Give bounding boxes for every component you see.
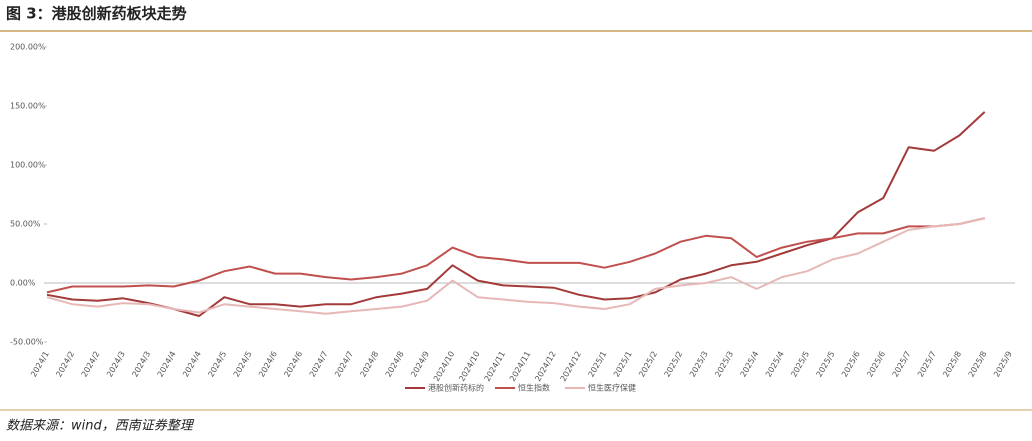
x-tick-label: 2025/6 <box>840 350 862 379</box>
x-tick-label: 2025/4 <box>739 350 761 379</box>
x-tick-label: 2024/8 <box>358 350 380 379</box>
x-tick-label: 2025/1 <box>587 350 609 379</box>
x-tick-label: 2025/9 <box>992 350 1014 379</box>
x-tick-label: 2025/5 <box>815 350 837 379</box>
x-tick-label: 2024/4 <box>156 350 178 379</box>
x-tick-label: 2024/3 <box>105 350 127 379</box>
x-tick-label: 2024/2 <box>54 350 76 379</box>
y-tick-label: 150.00% <box>10 102 46 111</box>
x-tick-label: 2024/4 <box>181 350 203 379</box>
x-tick-label: 2024/11 <box>483 350 507 383</box>
x-tick-label: 2025/6 <box>865 350 887 379</box>
x-tick-label: 2024/1 <box>29 350 51 379</box>
y-tick-label: 50.00% <box>10 220 41 229</box>
x-tick-label: 2025/4 <box>764 350 786 379</box>
legend-label: 恒生医疗保健 <box>588 383 636 393</box>
y-tick-label: 0.00% <box>10 279 36 288</box>
x-tick-label: 2025/3 <box>688 350 710 379</box>
x-tick-label: 2024/2 <box>80 350 102 379</box>
legend-label: 港股创新药标的 <box>428 383 484 393</box>
series-line <box>46 217 985 294</box>
x-tick-label: 2025/5 <box>789 350 811 379</box>
x-tick-label: 2025/8 <box>967 350 989 379</box>
legend-label: 恒生指数 <box>518 383 550 393</box>
x-tick-label: 2024/11 <box>508 350 532 383</box>
chart-title: 图 3：港股创新药板块走势 <box>6 5 187 23</box>
x-tick-label: 2024/10 <box>457 350 481 383</box>
x-tick-label: 2024/7 <box>333 350 355 379</box>
x-tick-label: 2024/6 <box>257 350 279 379</box>
y-tick-label: 100.00% <box>10 161 46 170</box>
x-tick-label: 2024/12 <box>559 350 583 383</box>
x-tick-label: 2025/1 <box>612 350 634 379</box>
x-tick-label: 2025/7 <box>916 350 938 379</box>
y-tick-label: 200.00% <box>10 43 46 52</box>
x-tick-label: 2024/12 <box>533 350 557 383</box>
x-tick-label: 2024/10 <box>432 350 456 383</box>
x-tick-label: 2024/6 <box>282 350 304 379</box>
source-note: 数据来源：wind，西南证券整理 <box>6 419 195 434</box>
x-tick-label: 2025/2 <box>637 350 659 379</box>
x-tick-label: 2025/8 <box>941 350 963 379</box>
x-tick-label: 2025/7 <box>891 350 913 379</box>
series-line <box>46 217 985 315</box>
x-tick-label: 2025/2 <box>663 350 685 379</box>
x-tick-label: 2024/8 <box>384 350 406 379</box>
x-tick-label: 2024/5 <box>232 350 254 379</box>
series-line <box>46 111 986 317</box>
x-tick-label: 2024/7 <box>308 350 330 379</box>
x-tick-label: 2024/3 <box>130 350 152 379</box>
x-tick-label: 2024/9 <box>409 350 431 379</box>
y-tick-label: -50.00% <box>10 338 44 347</box>
x-tick-label: 2025/3 <box>713 350 735 379</box>
x-tick-label: 2024/5 <box>206 350 228 379</box>
